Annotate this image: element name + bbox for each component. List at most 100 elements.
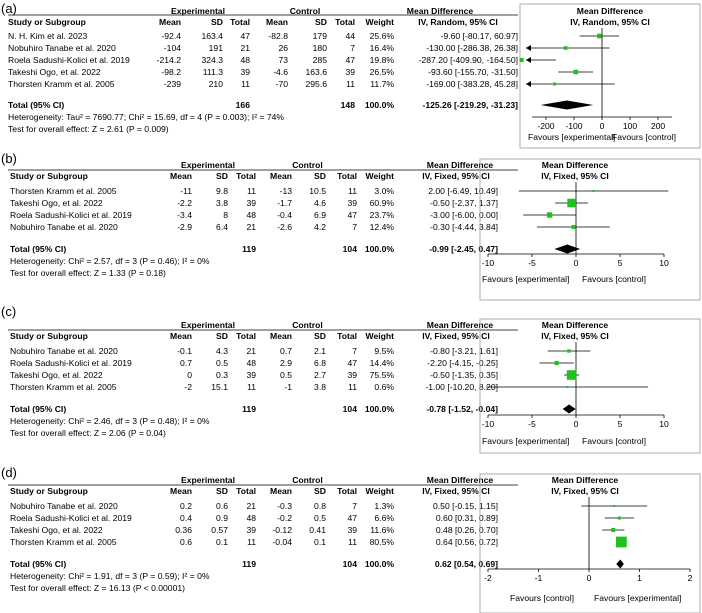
e-total: 21 xyxy=(240,43,250,53)
c-sd: 180 xyxy=(312,43,327,53)
experimental-header: Experimental xyxy=(181,475,235,485)
overall-effect-text: Test for overall effect: Z = 16.13 (P < … xyxy=(10,583,186,593)
study-column-header: Study or Subgroup xyxy=(10,331,88,341)
md-header-title: Mean Difference xyxy=(426,320,494,330)
study-marker xyxy=(554,360,559,366)
study-marker xyxy=(546,212,553,218)
c-total: 47 xyxy=(345,55,355,65)
e-sd: 324.3 xyxy=(201,55,223,65)
c-sd: 4.6 xyxy=(314,198,326,208)
e-total: 39 xyxy=(246,198,256,208)
e-mean-header: Mean xyxy=(170,331,192,341)
c-total: 7 xyxy=(352,222,357,232)
ci-text: 2.00 [-6.49, 10.49] xyxy=(428,186,498,196)
c-mean: -2.6 xyxy=(277,222,292,232)
forest-panel-d: (d) Experimental Control Mean Difference… xyxy=(0,456,702,613)
x-tick-label: -1 xyxy=(535,573,543,583)
c-total: 39 xyxy=(347,198,357,208)
c-total: 47 xyxy=(347,358,357,368)
favours-right-label: Favours [control] xyxy=(582,274,646,284)
e-total-header: Total xyxy=(236,171,256,181)
study-column-header: Study or Subgroup xyxy=(8,17,86,27)
c-total: 47 xyxy=(347,210,357,220)
md-header-title: Mean Difference xyxy=(426,475,494,485)
c-mean: -0.3 xyxy=(277,501,292,511)
study-name: Roela Sadushi-Kolici et al. 2019 xyxy=(10,210,132,220)
study-name: Takeshi Ogo, et al. 2022 xyxy=(10,198,103,208)
ci-arrow xyxy=(526,57,531,63)
x-tick-label: 5 xyxy=(618,419,623,429)
c-total: 7 xyxy=(352,501,357,511)
c-mean: -0.04 xyxy=(272,537,292,547)
control-header: Control xyxy=(292,160,323,170)
e-total: 21 xyxy=(246,346,256,356)
c-sd-header: SD xyxy=(314,486,326,496)
c-total: 11 xyxy=(348,537,357,547)
e-mean: -239 xyxy=(163,79,181,89)
ci-text: -1.00 [-10.20, 8.20] xyxy=(425,382,498,392)
c-sd: 2.1 xyxy=(314,346,326,356)
total-ci-text: -0.78 [-1.52, -0.04] xyxy=(426,404,498,414)
e-sd: 0.57 xyxy=(211,525,228,535)
forest-plot: -10 -5 0 5 10 xyxy=(8,318,701,454)
c-sd-header: SD xyxy=(314,171,326,181)
md-header-title: Mean Difference xyxy=(426,160,494,170)
x-tick-label: -200 xyxy=(537,121,554,131)
e-sd: 111.3 xyxy=(202,67,223,77)
c-sd: 0.41 xyxy=(309,525,326,535)
c-mean-header: Mean xyxy=(270,331,292,341)
c-sd: 285 xyxy=(312,55,327,65)
e-total-header: Total xyxy=(230,17,250,27)
e-sd-header: SD xyxy=(216,486,228,496)
total-ci-text: -125.26 [-219.29, -31.23] xyxy=(422,100,518,110)
c-sd: 0.5 xyxy=(314,513,326,523)
study-marker xyxy=(563,46,568,50)
e-mean: 0.2 xyxy=(180,501,192,511)
forest-plot: -10 -5 0 5 10 xyxy=(8,158,701,301)
e-total: 21 xyxy=(246,222,256,232)
study-marker xyxy=(519,57,524,63)
study-marker xyxy=(553,82,557,86)
c-total-sum: 104 xyxy=(342,404,357,414)
e-mean-header: Mean xyxy=(170,486,192,496)
x-tick-label: 10 xyxy=(659,419,669,429)
study-name: Takeshi Ogo, et al. 2022 xyxy=(10,525,103,535)
pooled-diamond xyxy=(616,559,624,569)
ci-text: 0.48 [0.26, 0.70] xyxy=(435,525,498,535)
study-name: Nobuhiro Tanabe et al. 2020 xyxy=(10,222,118,232)
x-tick-label: 2 xyxy=(688,573,693,583)
e-mean: -3.4 xyxy=(177,210,192,220)
weight: 6.6% xyxy=(374,513,394,523)
heterogeneity-text: Heterogeneity: Chi² = 2.57, df = 3 (P = … xyxy=(10,256,210,266)
weight: 11.6% xyxy=(370,525,394,535)
forest-panel-c: (c) Experimental Control Mean Difference… xyxy=(0,303,702,454)
weight: 25.6% xyxy=(369,31,394,41)
ci-text: -0.50 [-1.35, 0.35] xyxy=(430,370,498,380)
e-total-sum: 166 xyxy=(235,100,250,110)
experimental-header: Experimental xyxy=(171,6,225,16)
x-tick-label: 1 xyxy=(637,573,642,583)
weight: 80.5% xyxy=(369,537,394,547)
e-sd: 210 xyxy=(208,79,223,89)
e-sd: 0.9 xyxy=(216,513,228,523)
md-plot-header-title: Mean Difference xyxy=(551,475,619,485)
md-plot-header-title: Mean Difference xyxy=(576,6,644,16)
pooled-diamond xyxy=(554,244,581,254)
e-total: 48 xyxy=(246,210,256,220)
e-sd-header: SD xyxy=(216,331,228,341)
plot-frame xyxy=(479,318,701,454)
forest-plot: -200 -100 0 100 200 xyxy=(8,3,701,149)
ci-arrow xyxy=(526,81,531,87)
e-total: 11 xyxy=(247,382,256,392)
study-column-header: Study or Subgroup xyxy=(10,171,88,181)
ci-text: -169.00 [-383.28, 45.28] xyxy=(426,79,518,89)
e-sd: 3.8 xyxy=(216,198,228,208)
x-tick-label: 0 xyxy=(574,419,579,429)
ci-text: -3.00 [-6.00, 0.00] xyxy=(430,210,498,220)
study-marker xyxy=(566,386,569,388)
e-total: 39 xyxy=(246,370,256,380)
favours-left-label: Favours [control] xyxy=(510,593,574,603)
weight-header: Weight xyxy=(365,171,394,181)
weight-header: Weight xyxy=(365,486,394,496)
plot-frame xyxy=(479,158,701,301)
